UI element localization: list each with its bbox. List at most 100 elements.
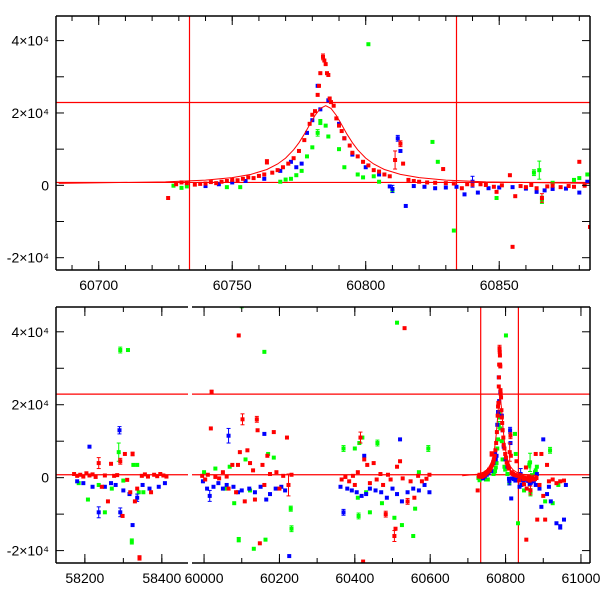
green-data-point [534,464,539,469]
red-data-point [508,453,513,458]
red-data-point [142,472,147,477]
red-data-point [441,167,446,172]
blue-data-point [548,499,553,504]
blue-data-point [247,486,252,491]
red-data-point [122,451,127,456]
green-data-point [379,501,384,506]
red-data-point [316,83,321,88]
x-tick-label: 60850 [480,277,519,293]
blue-data-point [203,184,208,189]
red-data-point [128,490,133,495]
red-data-point [523,185,528,190]
red-data-point [326,72,331,77]
blue-data-point [373,488,378,493]
red-data-point [494,189,499,194]
red-data-point [503,451,508,456]
red-data-point [115,473,120,478]
red-data-point [496,384,501,389]
red-data-point [535,517,540,522]
blue-data-point [205,486,210,491]
red-data-point [470,182,475,187]
red-data-point [417,179,422,184]
green-data-point [184,184,189,189]
red-data-point [334,116,339,121]
red-data-point [566,184,571,189]
green-data-point [227,464,232,469]
blue-data-point [81,481,86,486]
x-tick-label: 58200 [65,570,104,586]
blue-data-point [519,482,524,487]
red-data-point [255,428,260,433]
red-data-point [296,148,301,153]
red-data-point [350,473,355,478]
green-data-point [451,228,456,233]
red-data-point [252,497,257,502]
red-data-point [323,62,328,67]
red-data-point [192,182,197,187]
red-data-point [322,58,327,63]
blue-data-point [207,493,212,498]
blue-data-point [379,490,384,495]
red-data-point [475,488,480,493]
plot-area [56,346,188,561]
blue-data-point [211,484,216,489]
red-data-point [500,428,505,433]
green-data-point [367,510,372,515]
model-curve [58,105,590,184]
blue-data-point [299,161,304,166]
blue-data-point [510,185,515,190]
red-data-point [487,468,492,473]
green-data-point [238,185,243,190]
y-tick-label: 4×10⁴ [11,33,49,49]
green-data-point [485,477,490,482]
red-data-point [383,512,388,517]
red-data-point [200,473,205,478]
blue-data-point [534,472,539,477]
blue-data-point [140,482,145,487]
red-data-point [541,493,546,498]
red-data-point [571,184,576,189]
y-tick-label: 0 [41,470,49,486]
red-data-point [342,136,347,141]
green-data-point [304,154,309,159]
red-data-point [209,389,214,394]
red-data-point [246,175,251,180]
red-data-point [289,472,294,477]
green-data-point [494,461,499,466]
red-data-point [312,109,317,114]
red-data-point [522,475,527,480]
x-tick-label: 60800 [486,570,525,586]
red-data-point [226,486,231,491]
red-data-point [347,143,352,148]
red-data-point [352,482,357,487]
green-data-point [399,523,404,528]
red-data-point [358,435,363,440]
green-data-point [96,482,101,487]
x-tick-label: 60600 [411,570,450,586]
blue-data-point [454,184,459,189]
blue-data-point [563,482,568,487]
green-data-point [392,515,397,520]
y-tick-label: 2×10⁴ [11,397,49,413]
red-data-point [465,182,470,187]
blue-data-point [230,180,235,185]
blue-data-point [411,486,416,491]
red-data-point [350,150,355,155]
green-data-point [125,348,130,353]
green-data-point [411,534,416,539]
blue-data-point [507,479,512,484]
red-data-point [125,477,130,482]
red-data-point [491,460,496,465]
blue-data-point [118,510,123,515]
red-data-point [513,194,518,199]
blue-data-point [545,492,550,497]
blue-data-point [341,510,346,515]
blue-data-point [273,486,278,491]
green-data-point [294,173,299,178]
green-data-point [548,448,553,453]
red-data-point [93,474,98,479]
red-data-point [78,472,83,477]
red-data-point [355,154,360,159]
green-data-point [531,170,536,175]
green-data-point [356,513,361,518]
